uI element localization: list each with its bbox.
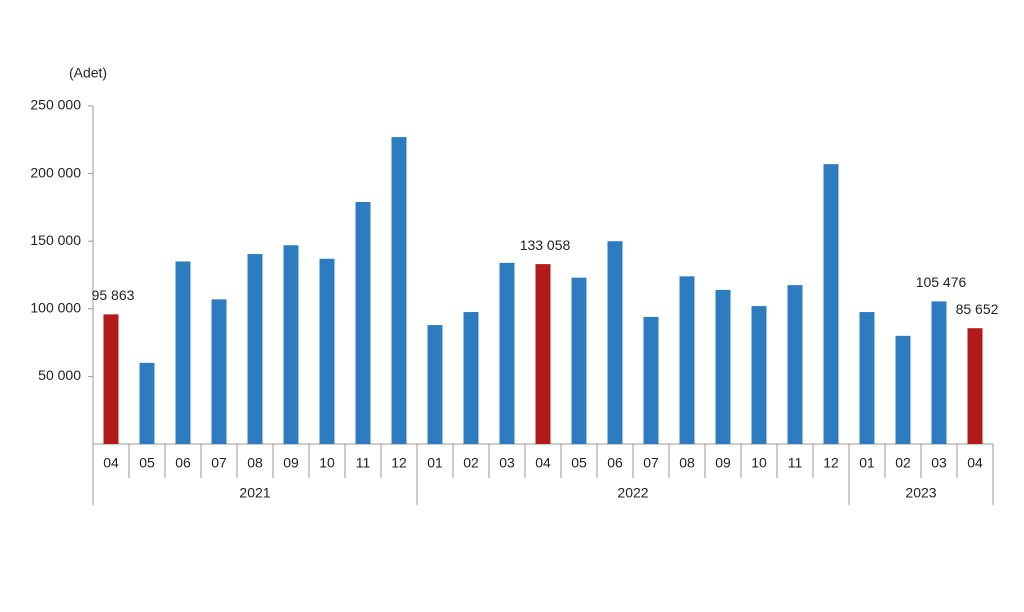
x-tick-label: 07	[643, 455, 659, 471]
bar	[895, 335, 911, 444]
x-tick-label: 06	[607, 455, 623, 471]
x-tick-label: 07	[211, 455, 227, 471]
bar	[211, 299, 227, 444]
data-label: 85 652	[956, 301, 999, 317]
x-tick-label: 04	[103, 455, 119, 471]
bar	[175, 261, 191, 444]
bar	[427, 325, 443, 444]
bar	[787, 285, 803, 444]
bar	[103, 314, 119, 444]
bar	[607, 241, 623, 444]
data-label: 95 863	[92, 287, 135, 303]
x-tick-label: 08	[247, 455, 263, 471]
group-label: 2023	[905, 485, 936, 501]
bar	[931, 301, 947, 444]
bar	[715, 289, 731, 444]
x-tick-label: 12	[823, 455, 839, 471]
bar	[319, 258, 335, 444]
y-tick-label: 250 000	[30, 97, 81, 113]
data-label: 105 476	[916, 274, 967, 290]
y-axis-label: (Adet)	[69, 65, 107, 81]
group-label: 2021	[239, 485, 270, 501]
x-tick-label: 05	[571, 455, 587, 471]
x-tick-label: 10	[751, 455, 767, 471]
x-tick-label: 04	[967, 455, 983, 471]
bar	[751, 306, 767, 444]
data-label: 133 058	[520, 237, 571, 253]
x-tick-label: 12	[391, 455, 407, 471]
x-tick-label: 10	[319, 455, 335, 471]
bar	[391, 137, 407, 444]
x-tick-label: 08	[679, 455, 695, 471]
x-tick-label: 04	[535, 455, 551, 471]
x-tick-label: 02	[895, 455, 911, 471]
x-tick-label: 09	[715, 455, 731, 471]
bar	[247, 254, 263, 444]
bar	[283, 245, 299, 444]
bar	[535, 264, 551, 444]
x-tick-label: 11	[356, 455, 371, 471]
bar	[355, 201, 371, 444]
x-tick-label: 02	[463, 455, 479, 471]
bar	[463, 312, 479, 444]
bar	[823, 164, 839, 445]
bar	[679, 276, 695, 444]
bar	[139, 362, 155, 444]
bar	[571, 277, 587, 444]
y-tick-label: 100 000	[30, 300, 81, 316]
x-tick-label: 01	[427, 455, 443, 471]
x-tick-label: 01	[859, 455, 875, 471]
x-tick-label: 03	[499, 455, 515, 471]
bar	[859, 312, 875, 444]
x-tick-label: 03	[931, 455, 947, 471]
y-tick-label: 50 000	[38, 367, 81, 383]
x-tick-label: 11	[788, 455, 803, 471]
y-tick-label: 200 000	[30, 164, 81, 180]
bar	[967, 328, 983, 444]
x-tick-label: 09	[283, 455, 299, 471]
x-tick-label: 05	[139, 455, 155, 471]
bar	[499, 262, 515, 444]
group-label: 2022	[617, 485, 648, 501]
bar	[643, 316, 659, 444]
y-tick-label: 150 000	[30, 232, 81, 248]
x-tick-label: 06	[175, 455, 191, 471]
